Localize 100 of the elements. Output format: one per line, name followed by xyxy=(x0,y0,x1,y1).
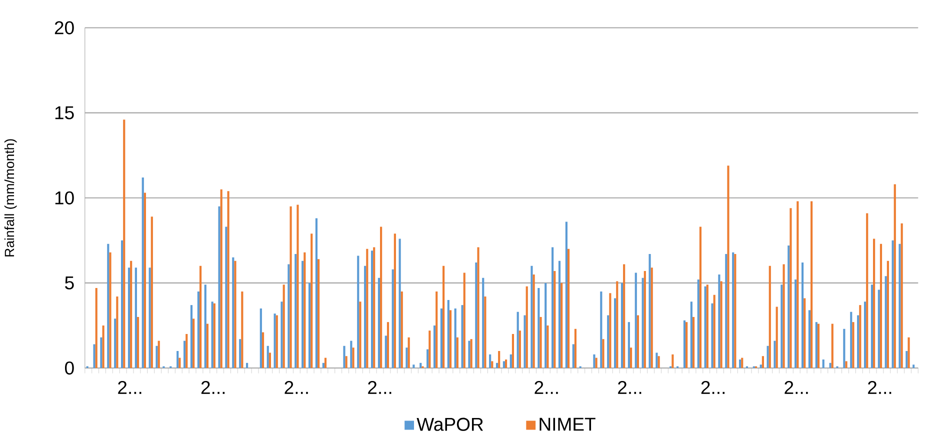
bar xyxy=(711,303,714,368)
bar xyxy=(690,302,692,368)
bar xyxy=(595,358,598,368)
bar xyxy=(572,344,574,368)
bar xyxy=(630,348,632,368)
bar xyxy=(123,120,126,368)
x-tick-label: 2... xyxy=(118,380,142,394)
bar xyxy=(373,247,376,368)
bar xyxy=(95,288,98,368)
bar xyxy=(552,247,554,368)
bar xyxy=(859,305,862,368)
bar xyxy=(864,302,866,368)
bar xyxy=(282,284,285,368)
bar xyxy=(658,356,660,368)
bar xyxy=(144,192,146,368)
bar xyxy=(540,316,542,368)
bar xyxy=(359,302,362,368)
bar xyxy=(642,278,644,368)
bar xyxy=(538,288,540,368)
bar xyxy=(420,362,422,368)
x-tick-label: 2... xyxy=(701,380,724,394)
bar xyxy=(482,278,484,368)
bar xyxy=(794,280,797,368)
bar xyxy=(156,346,158,368)
bar xyxy=(218,206,220,368)
bar xyxy=(560,282,563,368)
bar xyxy=(614,298,616,368)
bar xyxy=(158,340,160,368)
bar xyxy=(544,282,547,368)
bar xyxy=(870,284,874,368)
bar xyxy=(516,312,519,368)
bar xyxy=(102,325,104,368)
bar xyxy=(178,358,181,368)
bar xyxy=(491,361,494,368)
y-tick-label: 15 xyxy=(55,106,74,120)
bar xyxy=(894,184,896,368)
bar xyxy=(280,302,283,368)
bar xyxy=(776,306,778,368)
bar xyxy=(262,332,264,368)
bar xyxy=(567,248,570,368)
bar xyxy=(186,334,188,368)
bar xyxy=(322,362,324,368)
bar xyxy=(463,272,466,368)
bar xyxy=(206,324,208,368)
bar xyxy=(602,339,604,368)
bar xyxy=(900,223,903,368)
y-axis-title: Rainfall (mm/month) xyxy=(4,139,17,256)
bar xyxy=(392,269,394,368)
bar xyxy=(227,191,230,368)
bar xyxy=(593,354,596,368)
bar xyxy=(546,325,549,368)
bar xyxy=(558,260,561,368)
bar xyxy=(762,356,764,368)
bar xyxy=(400,291,403,368)
bar xyxy=(866,213,868,368)
bar xyxy=(296,204,299,368)
bar xyxy=(878,290,880,368)
bar xyxy=(616,281,618,368)
bar xyxy=(176,351,179,368)
bar xyxy=(239,339,242,368)
bar xyxy=(502,361,505,368)
bar xyxy=(426,349,429,368)
bar xyxy=(114,318,116,368)
bar xyxy=(433,325,436,368)
bar xyxy=(350,340,352,368)
bar xyxy=(442,266,445,368)
bar xyxy=(232,257,234,368)
bar xyxy=(498,351,500,368)
bar xyxy=(220,189,222,368)
bar xyxy=(565,222,568,368)
bar xyxy=(768,266,771,368)
bar xyxy=(609,293,612,368)
bar xyxy=(512,334,514,368)
bar xyxy=(808,310,811,368)
bar xyxy=(370,250,374,368)
bar xyxy=(623,264,626,368)
bar xyxy=(380,226,382,368)
bar xyxy=(648,254,651,368)
bar xyxy=(801,262,804,368)
bar xyxy=(225,226,228,368)
bar xyxy=(204,284,206,368)
bar xyxy=(454,308,456,368)
bar xyxy=(831,324,834,368)
bar xyxy=(697,280,700,368)
y-tick-label: 0 xyxy=(65,361,74,375)
bar xyxy=(843,328,846,368)
bar xyxy=(766,346,769,368)
bar xyxy=(496,362,498,368)
bar xyxy=(607,315,610,368)
bar xyxy=(345,356,348,368)
bar xyxy=(378,278,380,368)
bar xyxy=(656,352,658,368)
bar xyxy=(644,271,646,368)
bar xyxy=(398,238,401,368)
bar xyxy=(440,308,443,368)
bar xyxy=(850,312,852,368)
bar xyxy=(308,282,311,368)
bar xyxy=(692,316,695,368)
bar xyxy=(128,268,130,368)
bar xyxy=(912,364,915,368)
